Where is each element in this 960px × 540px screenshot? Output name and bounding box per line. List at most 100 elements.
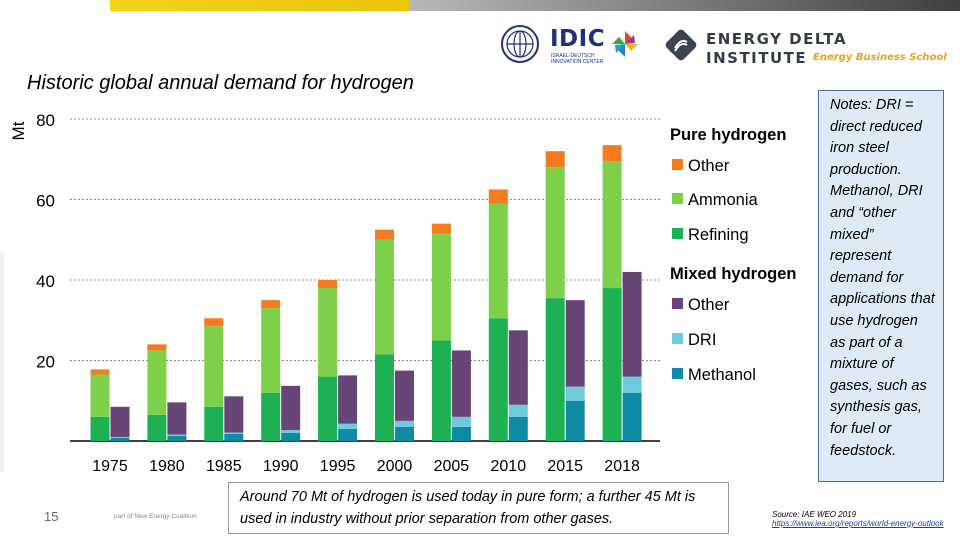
- bar-2018-pure-hydrogen-other: [602, 145, 622, 162]
- bar-1990-mixed-hydrogen-methanol: [281, 432, 301, 441]
- bar-2000-pure-hydrogen-other: [375, 229, 394, 240]
- legend-label-methanol: Methanol: [688, 366, 756, 384]
- legend-label-dri: DRI: [688, 331, 716, 349]
- legend-label-pure_other: Other: [688, 157, 730, 175]
- x-tick-label: 2010: [491, 458, 527, 475]
- bar-1980-pure-hydrogen-other: [147, 344, 167, 351]
- bar-2018-mixed-hydrogen-methanol: [622, 392, 642, 441]
- legend-swatch-mixed_other: [672, 298, 683, 309]
- bar-2000-pure-hydrogen-ammonia: [375, 239, 394, 355]
- source-citation: Source: IAE WEO 2019 https://www.iea.org…: [772, 510, 944, 528]
- bar-2005-mixed-hydrogen-dri: [451, 416, 471, 427]
- bar-1975-mixed-hydrogen-other: [110, 406, 130, 437]
- bar-1980-pure-hydrogen-refining: [147, 414, 167, 441]
- bar-2015-pure-hydrogen-refining: [545, 298, 565, 441]
- bar-2018-mixed-hydrogen-other: [622, 271, 642, 377]
- bar-1990-mixed-hydrogen-other: [281, 385, 301, 431]
- bar-2015-mixed-hydrogen-other: [565, 300, 585, 387]
- x-tick-label: 1980: [149, 458, 185, 475]
- legend-label-ammonia: Ammonia: [688, 191, 759, 209]
- hydrogen-demand-chart: 20 40 60 80 Mt 1975 1980 1985 1990 1995 2000 2005 20…: [9, 111, 797, 475]
- bar-2000-mixed-hydrogen-other: [395, 370, 414, 421]
- bar-1990-pure-hydrogen-other: [261, 300, 281, 309]
- bar-2000-mixed-hydrogen-methanol: [395, 426, 414, 441]
- bar-2018-mixed-hydrogen-dri: [622, 376, 642, 393]
- footer-note: part of New Energy Coalition: [114, 513, 197, 520]
- legend-swatch-ammonia: [672, 193, 683, 204]
- bar-2018-pure-hydrogen-ammonia: [602, 161, 622, 289]
- legend-label-mixed_other: Other: [688, 296, 730, 314]
- bar-2015-mixed-hydrogen-dri: [565, 386, 585, 401]
- x-tick-label: 1975: [92, 458, 128, 475]
- bar-1980-mixed-hydrogen-methanol: [167, 435, 187, 441]
- bar-1980-mixed-hydrogen-other: [167, 402, 187, 435]
- notes-box: Notes: DRI = direct reduced iron steel p…: [818, 90, 944, 482]
- bar-1995-mixed-hydrogen-methanol: [338, 428, 358, 441]
- bar-2005-mixed-hydrogen-methanol: [451, 426, 471, 441]
- x-tick-label: 2005: [434, 458, 470, 475]
- bar-2010-mixed-hydrogen-other: [508, 330, 528, 405]
- legend-swatch-methanol: [672, 368, 683, 379]
- chart-title: Historic global annual demand for hydrog…: [27, 72, 414, 94]
- bar-1990-pure-hydrogen-refining: [261, 392, 281, 441]
- source-label: Source: IAE WEO 2019: [772, 510, 857, 519]
- bar-1995-pure-hydrogen-other: [318, 280, 338, 289]
- bar-1990-pure-hydrogen-ammonia: [261, 308, 281, 393]
- bar-1995-mixed-hydrogen-dri: [338, 423, 358, 429]
- bar-2000-pure-hydrogen-refining: [375, 354, 394, 441]
- bar-2010-pure-hydrogen-other: [488, 189, 508, 204]
- edi-title-line1: ENERGY DELTA: [706, 30, 848, 48]
- edi-tagline: Energy Business School: [813, 52, 947, 63]
- bar-2010-mixed-hydrogen-methanol: [508, 416, 528, 441]
- bar-1990-mixed-hydrogen-dri: [281, 430, 301, 433]
- y-tick-label: 40: [36, 272, 55, 291]
- y-tick-label: 20: [36, 353, 55, 372]
- legend-heading-mixed: Mixed hydrogen: [670, 265, 797, 283]
- x-tick-label: 1995: [320, 458, 356, 475]
- y-axis-label: Mt: [9, 121, 28, 140]
- bar-2005-pure-hydrogen-ammonia: [431, 233, 451, 341]
- bar-2005-mixed-hydrogen-other: [451, 350, 471, 417]
- edi-emblem-icon: [665, 29, 697, 61]
- left-accent-strip: [0, 252, 4, 472]
- bar-1975-mixed-hydrogen-dri: [110, 436, 130, 438]
- bar-2010-pure-hydrogen-refining: [488, 318, 508, 441]
- bar-2015-pure-hydrogen-ammonia: [545, 167, 565, 299]
- bar-1985-mixed-hydrogen-other: [224, 396, 244, 433]
- bar-2005-pure-hydrogen-refining: [431, 340, 451, 441]
- summary-caption: Around 70 Mt of hydrogen is used today i…: [228, 482, 729, 534]
- bar-2010-mixed-hydrogen-dri: [508, 404, 528, 417]
- bar-1975-pure-hydrogen-refining: [90, 416, 110, 441]
- bar-2005-pure-hydrogen-other: [431, 223, 451, 234]
- idic-logo-subtext: ISRAEL-DEUTSCH INNOVATION CENTER: [551, 53, 604, 65]
- bar-1985-mixed-hydrogen-dri: [224, 432, 244, 434]
- idic-logo: IDIC ISRAEL-DEUTSCH INNOVATION CENTER: [498, 22, 643, 70]
- bar-2010-pure-hydrogen-ammonia: [488, 203, 508, 319]
- bar-1985-pure-hydrogen-refining: [204, 406, 224, 441]
- legend-heading-pure: Pure hydrogen: [670, 126, 786, 144]
- page-number: 15: [44, 509, 59, 524]
- bar-1985-mixed-hydrogen-methanol: [224, 433, 244, 441]
- x-tick-label: 2015: [547, 458, 583, 475]
- bar-1985-pure-hydrogen-other: [204, 318, 224, 327]
- y-tick-label: 80: [36, 111, 55, 130]
- legend-swatch-dri: [672, 333, 683, 344]
- x-tick-label: 2018: [604, 458, 640, 475]
- x-tick-label: 1985: [206, 458, 242, 475]
- bar-1975-pure-hydrogen-ammonia: [90, 374, 110, 417]
- bar-1995-pure-hydrogen-ammonia: [318, 288, 338, 377]
- bar-2000-mixed-hydrogen-dri: [395, 420, 414, 427]
- top-accent-bar: [0, 0, 960, 11]
- globe-icon: [501, 25, 539, 63]
- bar-1985-pure-hydrogen-ammonia: [204, 326, 224, 407]
- bar-1980-pure-hydrogen-ammonia: [147, 350, 167, 415]
- bar-1995-mixed-hydrogen-other: [338, 375, 358, 424]
- x-tick-label: 2000: [377, 458, 413, 475]
- edi-title-line2: INSTITUTE: [706, 49, 808, 67]
- bar-2015-pure-hydrogen-other: [545, 151, 565, 168]
- bar-1995-pure-hydrogen-refining: [318, 376, 338, 441]
- y-tick-label: 60: [36, 192, 55, 211]
- legend-swatch-refining: [672, 228, 683, 239]
- source-link[interactable]: https://www.iea.org/reports/world-energy…: [772, 519, 944, 528]
- pinwheel-icon: [612, 31, 638, 57]
